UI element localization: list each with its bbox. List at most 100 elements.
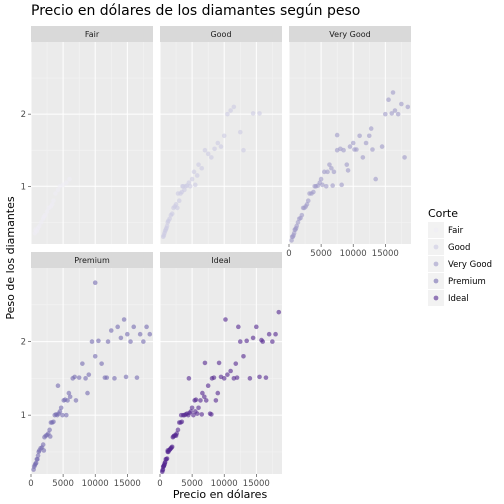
data-point-good bbox=[189, 176, 195, 182]
data-point-premium bbox=[64, 412, 69, 418]
data-point-ideal bbox=[193, 397, 199, 402]
data-point-ideal bbox=[237, 339, 243, 344]
data-point-ideal bbox=[273, 331, 278, 337]
data-point-premium bbox=[108, 328, 114, 333]
data-point-good bbox=[176, 198, 182, 204]
data-point-good bbox=[182, 187, 187, 193]
data-point-ideal bbox=[233, 361, 239, 366]
facet-label-good: Good bbox=[210, 30, 231, 39]
data-point-ideal bbox=[169, 444, 175, 450]
data-point-ideal bbox=[241, 353, 246, 359]
data-point-ideal bbox=[266, 331, 272, 337]
data-point-very-good bbox=[322, 169, 327, 175]
data-point-good bbox=[187, 183, 193, 189]
data-point-very-good bbox=[330, 183, 335, 188]
data-point-ideal bbox=[228, 368, 233, 374]
data-point-very-good bbox=[392, 108, 398, 113]
data-point-premium bbox=[131, 324, 137, 330]
data-point-good bbox=[250, 111, 256, 116]
data-point-ideal bbox=[165, 448, 171, 453]
data-point-premium bbox=[73, 398, 79, 403]
data-point-premium bbox=[123, 374, 129, 380]
x-tick-label: 0 bbox=[28, 479, 33, 489]
data-point-premium bbox=[51, 419, 56, 425]
data-point-very-good bbox=[402, 155, 407, 160]
y-tick-label: 1 bbox=[21, 182, 26, 192]
data-point-very-good bbox=[289, 238, 294, 243]
data-point-ideal bbox=[199, 412, 205, 417]
data-point-very-good bbox=[325, 169, 330, 175]
data-point-premium bbox=[99, 361, 104, 366]
chart-title: Precio en dólares de los diamantes según… bbox=[31, 3, 360, 19]
data-point-premium bbox=[58, 405, 64, 411]
data-point-ideal bbox=[178, 412, 184, 418]
panel-bg-premium bbox=[31, 268, 153, 474]
data-point-ideal bbox=[215, 390, 221, 396]
legend-label-ideal: Ideal bbox=[448, 294, 469, 304]
panel-bg-good bbox=[160, 42, 282, 244]
data-point-good bbox=[196, 162, 201, 167]
data-point-premium bbox=[92, 280, 98, 286]
x-tick-label: 5000 bbox=[181, 479, 203, 489]
data-point-fair bbox=[38, 220, 44, 225]
legend-symbol-premium bbox=[433, 278, 439, 284]
data-point-premium bbox=[86, 372, 92, 377]
data-point-premium bbox=[128, 339, 133, 344]
facet-strip-very-good bbox=[289, 26, 411, 42]
data-point-premium bbox=[72, 374, 77, 380]
data-point-very-good bbox=[345, 168, 351, 173]
data-point-very-good bbox=[299, 212, 305, 218]
data-point-ideal bbox=[259, 337, 264, 343]
data-point-fair bbox=[51, 198, 56, 204]
data-point-very-good bbox=[334, 132, 340, 138]
data-point-good bbox=[228, 108, 233, 113]
legend-label-good: Good bbox=[448, 243, 470, 253]
data-point-premium bbox=[121, 317, 127, 322]
data-point-good bbox=[257, 111, 262, 116]
data-point-premium bbox=[57, 409, 63, 414]
facet-label-ideal: Ideal bbox=[211, 256, 230, 265]
data-point-premium bbox=[105, 339, 111, 344]
data-point-fair bbox=[33, 227, 38, 232]
data-point-good bbox=[221, 133, 227, 139]
data-point-fair bbox=[37, 223, 42, 229]
data-point-premium bbox=[33, 460, 39, 466]
data-point-very-good bbox=[368, 126, 374, 131]
data-point-ideal bbox=[189, 405, 195, 411]
legend-label-fair: Fair bbox=[448, 226, 464, 236]
data-point-premium bbox=[60, 412, 65, 418]
data-point-ideal bbox=[175, 427, 181, 433]
data-point-very-good bbox=[370, 147, 375, 152]
data-point-very-good bbox=[390, 90, 396, 95]
data-point-very-good bbox=[311, 189, 316, 195]
data-point-premium bbox=[104, 375, 110, 380]
data-point-very-good bbox=[323, 183, 329, 189]
data-point-good bbox=[237, 129, 243, 135]
data-point-premium bbox=[55, 383, 61, 389]
x-tick-label: 10000 bbox=[340, 249, 367, 259]
y-tick-label: 1 bbox=[21, 411, 26, 421]
data-point-fair bbox=[41, 214, 47, 219]
data-point-ideal bbox=[236, 324, 241, 330]
x-tick-label: 15000 bbox=[372, 249, 399, 259]
data-point-ideal bbox=[221, 376, 227, 381]
data-point-ideal bbox=[216, 360, 222, 366]
data-point-premium bbox=[41, 448, 47, 453]
data-point-very-good bbox=[318, 176, 324, 182]
data-point-very-good bbox=[363, 140, 369, 146]
legend-symbol-very-good bbox=[433, 261, 439, 267]
data-point-ideal bbox=[257, 374, 262, 380]
data-point-good bbox=[212, 146, 217, 152]
data-point-good bbox=[241, 147, 246, 153]
legend-title: Corte bbox=[428, 207, 458, 220]
data-point-very-good bbox=[373, 176, 378, 182]
data-point-very-good bbox=[295, 220, 301, 225]
data-point-good bbox=[191, 169, 197, 175]
data-point-fair bbox=[64, 180, 69, 185]
data-point-ideal bbox=[223, 317, 228, 322]
data-point-very-good bbox=[339, 182, 344, 188]
data-point-ideal bbox=[270, 339, 275, 344]
data-point-good bbox=[193, 182, 198, 188]
data-point-fair bbox=[67, 176, 72, 182]
